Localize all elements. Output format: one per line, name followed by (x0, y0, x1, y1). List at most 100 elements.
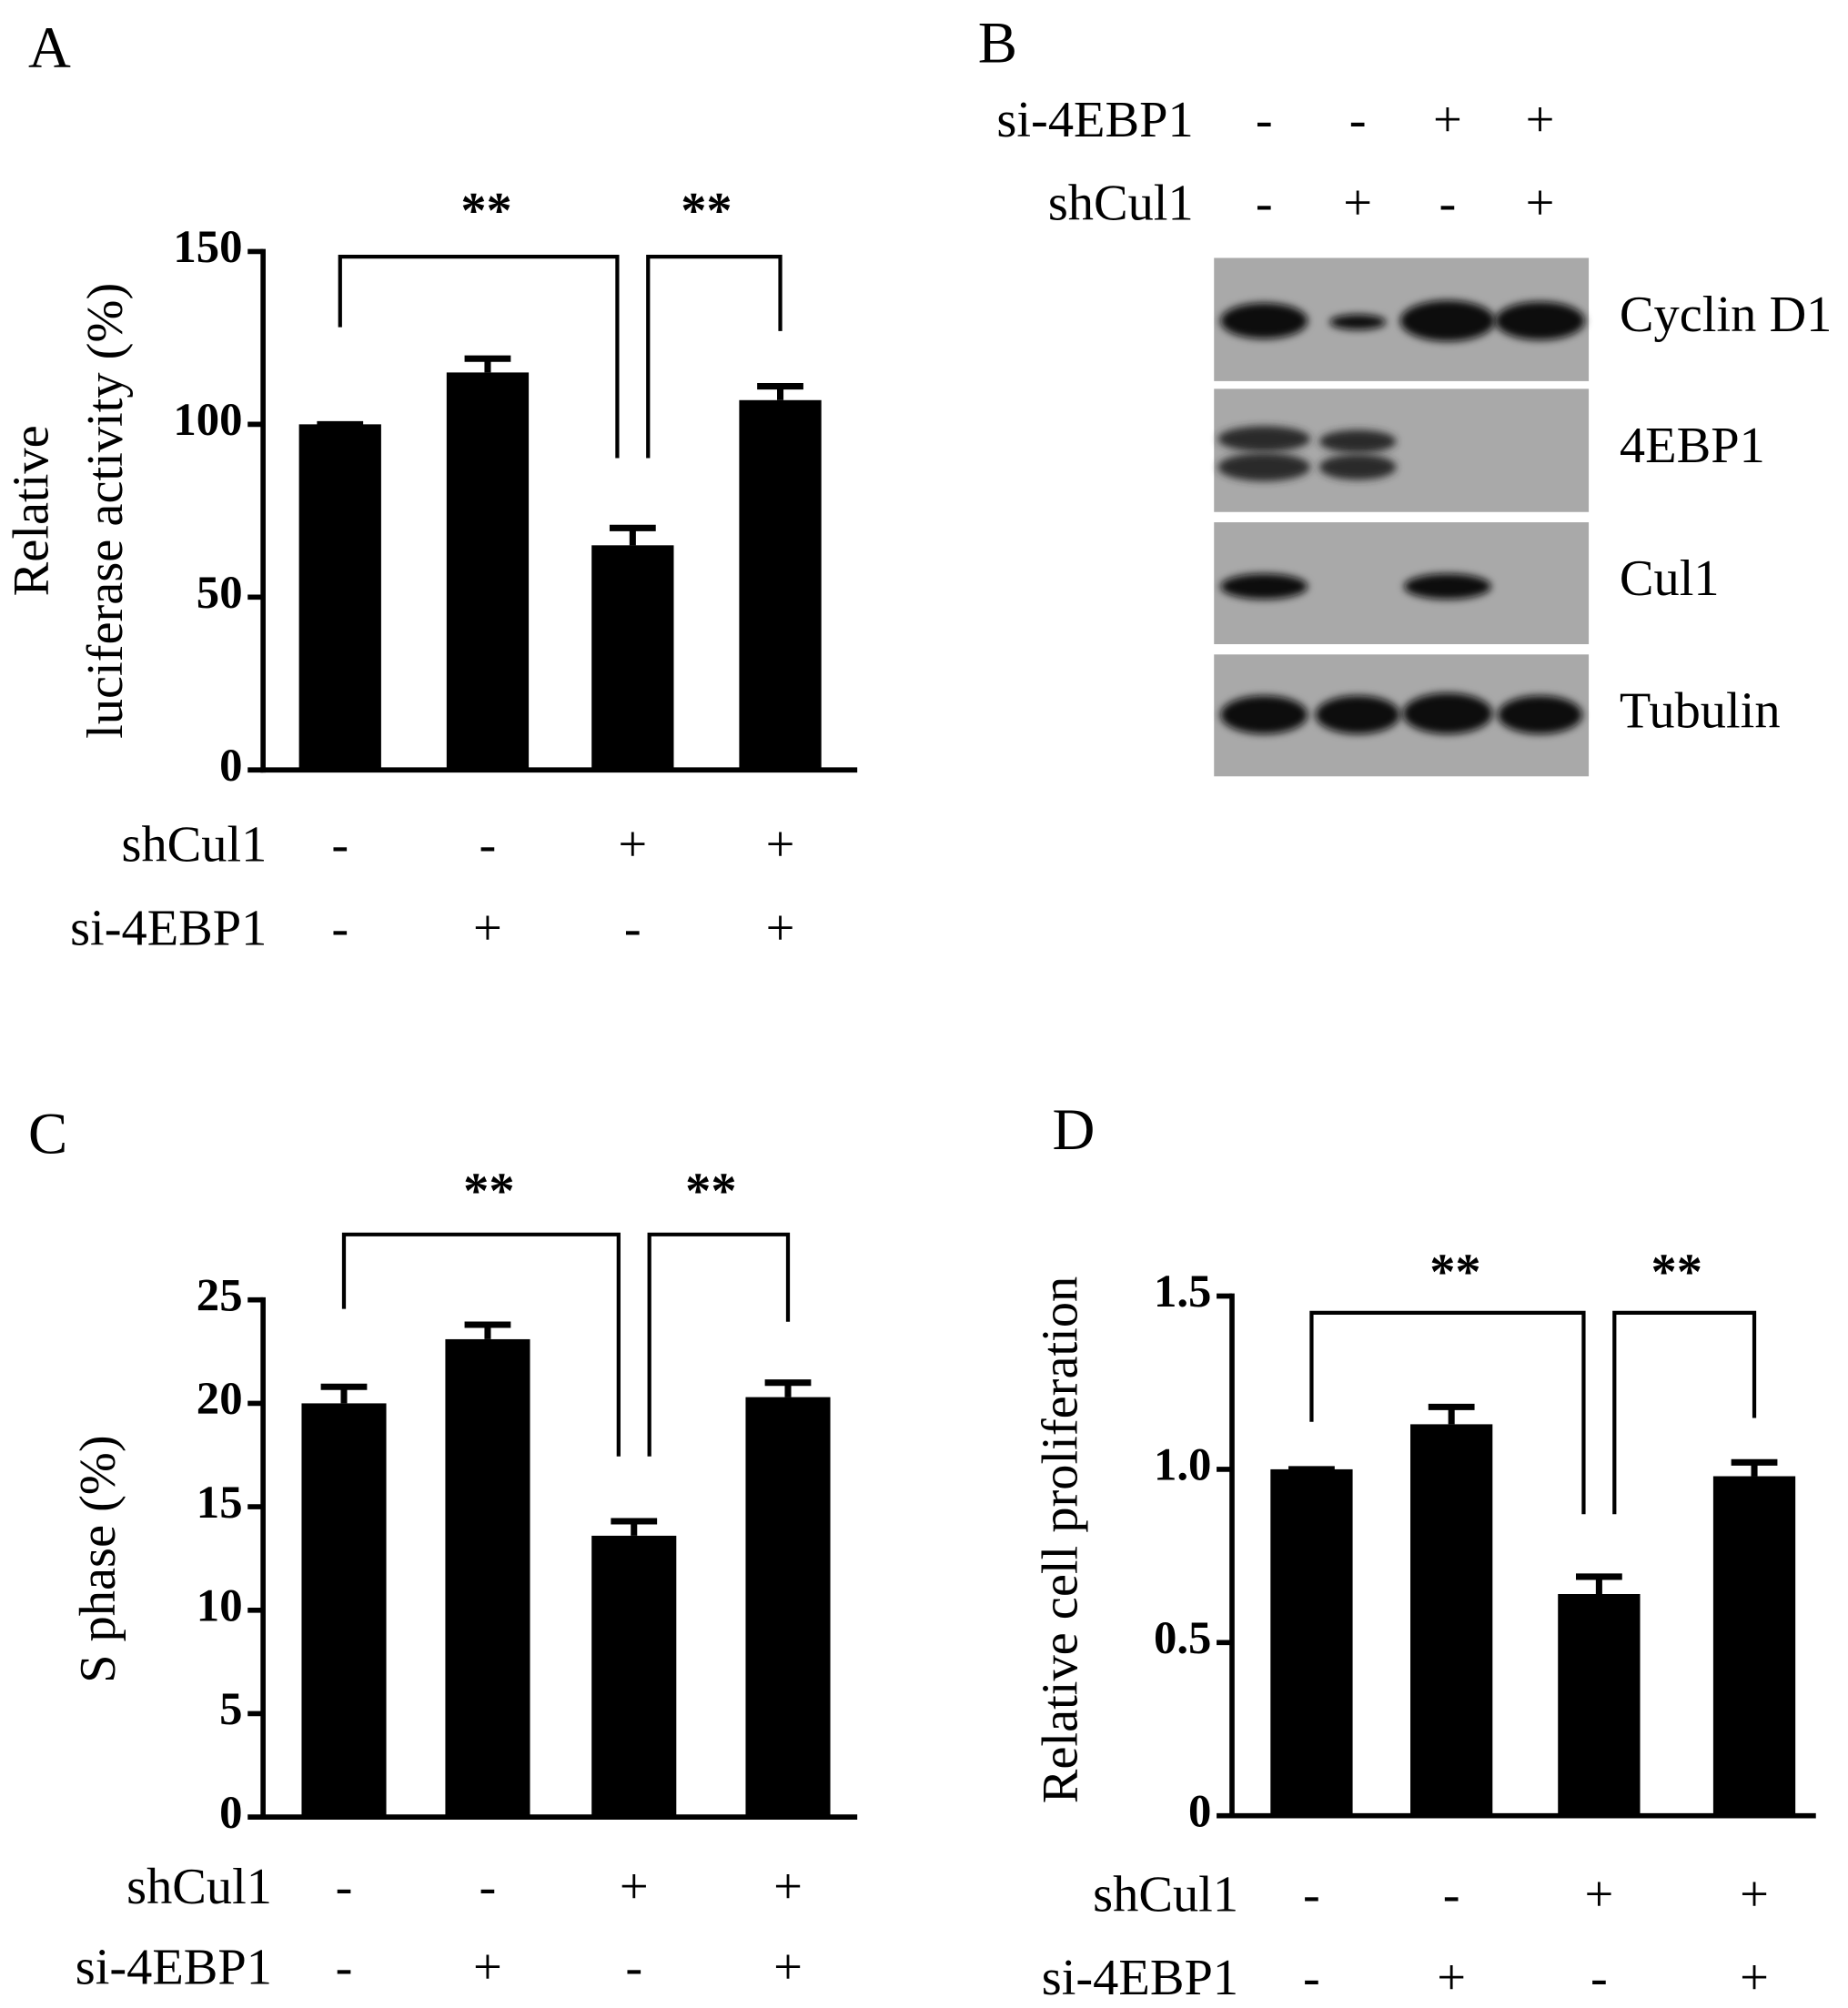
band-label: Tubulin (1620, 682, 1781, 739)
condition-sign: + (766, 817, 795, 873)
bar (739, 399, 822, 771)
y-axis-label: S phase (%) (70, 1435, 126, 1683)
significance-bracket (338, 254, 620, 459)
condition-sign: - (336, 1859, 353, 1915)
condition-sign: - (1256, 175, 1273, 231)
panel-letter: A (28, 15, 71, 81)
condition-sign: - (1443, 1866, 1460, 1922)
significance-bracket (1612, 1310, 1757, 1515)
error-bar (764, 1379, 812, 1398)
y-tick-label: 20 (197, 1373, 243, 1424)
blot-band (1217, 452, 1311, 481)
condition-sign: + (773, 1940, 803, 1996)
condition-sign: - (1303, 1866, 1320, 1922)
condition-sign: - (1256, 92, 1273, 148)
condition-name: shCul1 (126, 1859, 272, 1915)
condition-name: shCul1 (122, 817, 268, 873)
blot-band (1220, 695, 1308, 734)
condition-sign: - (336, 1940, 353, 1996)
y-tick-label: 0 (1188, 1785, 1211, 1836)
significance-bracket (1309, 1310, 1586, 1515)
condition-sign: - (331, 900, 348, 956)
error-bar (609, 524, 656, 546)
significance-label: ** (685, 1163, 736, 1219)
error-bar (1575, 1573, 1622, 1595)
condition-sign: + (1526, 175, 1555, 231)
condition-sign: + (1343, 175, 1372, 231)
condition-name: si-4EBP1 (996, 92, 1193, 148)
blot-band (1220, 573, 1308, 600)
bar (1558, 1594, 1641, 1816)
y-tick-label: 1.5 (1154, 1266, 1211, 1317)
blot-band (1399, 300, 1496, 342)
significance-bracket (647, 1232, 791, 1457)
bar (445, 1338, 530, 1818)
blot-band (1497, 695, 1583, 734)
y-tick-label: 5 (219, 1683, 242, 1734)
significance-label: ** (460, 183, 511, 239)
condition-sign: + (773, 1859, 803, 1915)
condition-sign: - (331, 817, 348, 873)
condition-name: shCul1 (1093, 1866, 1238, 1922)
condition-sign: + (1740, 1950, 1769, 2006)
y-axis-label: Relative (3, 425, 59, 596)
blot-band (1318, 429, 1397, 453)
bar (1712, 1476, 1796, 1816)
y-tick-label: 15 (197, 1477, 243, 1528)
band-label: Cyclin D1 (1620, 287, 1832, 343)
y-tick-label: 100 (173, 394, 242, 445)
bar (745, 1397, 831, 1818)
bar (298, 424, 381, 771)
condition-sign: + (618, 817, 647, 873)
panel-letter: B (978, 10, 1017, 76)
condition-sign: - (480, 817, 497, 873)
y-axis-label: Relative cell proliferation (1033, 1276, 1089, 1804)
panel-letter: D (1053, 1097, 1096, 1163)
blot-band (1217, 426, 1311, 452)
condition-sign: - (1439, 175, 1457, 231)
significance-label: ** (463, 1163, 514, 1219)
blot-band (1329, 314, 1387, 330)
condition-sign: + (1584, 1866, 1613, 1922)
error-bar (1428, 1403, 1475, 1425)
condition-sign: + (473, 1940, 502, 1996)
y-axis-label: luciferase activity (%) (77, 283, 134, 739)
significance-label: ** (681, 183, 732, 239)
y-tick-label: 0 (219, 740, 242, 791)
significance-label: ** (1651, 1244, 1702, 1300)
error-bar (320, 1383, 368, 1404)
condition-sign: - (480, 1859, 497, 1915)
y-tick-label: 1.0 (1154, 1439, 1211, 1490)
blot-band (1318, 454, 1397, 480)
blot-band (1495, 301, 1585, 340)
error-bar (464, 1321, 511, 1339)
blot-band (1403, 573, 1491, 600)
significance-label: ** (1429, 1244, 1480, 1300)
condition-sign: - (624, 900, 641, 956)
bar (446, 372, 530, 771)
significance-bracket (646, 254, 783, 459)
condition-sign: + (1433, 92, 1462, 148)
condition-sign: - (1303, 1950, 1320, 2006)
condition-sign: + (620, 1859, 649, 1915)
band-label: 4EBP1 (1620, 418, 1765, 474)
condition-sign: + (1740, 1866, 1769, 1922)
blot-band (1220, 302, 1308, 339)
panel-letter: C (28, 1101, 67, 1166)
error-bar (611, 1518, 658, 1536)
bar (1410, 1424, 1493, 1816)
bar (1270, 1468, 1353, 1816)
y-tick-label: 10 (197, 1579, 243, 1630)
condition-sign: + (766, 900, 795, 956)
condition-sign: + (473, 900, 502, 956)
y-tick-label: 25 (197, 1269, 243, 1320)
bar (591, 1535, 677, 1818)
error-bar (464, 355, 511, 373)
condition-name: si-4EBP1 (1042, 1950, 1238, 2006)
y-tick-label: 0.5 (1154, 1612, 1211, 1663)
error-bar (757, 383, 803, 400)
condition-sign: - (1349, 92, 1367, 148)
bar (591, 545, 674, 771)
